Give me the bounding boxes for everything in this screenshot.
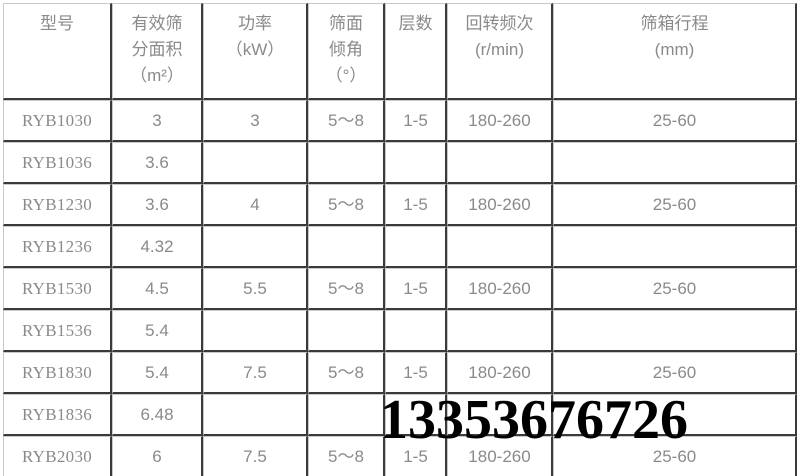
cell-power <box>203 142 308 184</box>
cell-layers: 1-5 <box>385 100 447 142</box>
cell-frequency: 180-260 <box>447 436 553 476</box>
cell-layers <box>385 226 447 268</box>
cell-layers: 1-5 <box>385 436 447 476</box>
specification-table: 型号 有效筛分面积 （m²） 功率 （kW） 筛面倾角 （°） 层数 回转频次 (r/min) 筛箱… <box>3 3 797 476</box>
cell-area: 5.4 <box>112 352 203 394</box>
column-header-stroke: 筛箱行程 (mm) <box>553 3 797 100</box>
column-header-line: 层数 <box>398 14 433 33</box>
cell-frequency: 180-260 <box>447 268 553 310</box>
cell-power: 4 <box>203 184 308 226</box>
cell-stroke <box>553 394 797 436</box>
column-header-area: 有效筛分面积 （m²） <box>112 3 203 100</box>
cell-model: RYB1530 <box>3 268 112 310</box>
cell-incline <box>308 226 385 268</box>
cell-layers: 1-5 <box>385 352 447 394</box>
cell-power <box>203 226 308 268</box>
cell-power: 7.5 <box>203 436 308 476</box>
table-row: RYB1036 3.6 <box>3 142 797 184</box>
cell-area: 6 <box>112 436 203 476</box>
cell-model: RYB1230 <box>3 184 112 226</box>
column-header-line: 型号 <box>40 14 74 33</box>
cell-stroke <box>553 226 797 268</box>
phone-number-watermark: 13353676726 <box>380 389 688 451</box>
column-header-line: 筛箱行程 <box>640 14 709 33</box>
cell-model: RYB1030 <box>3 100 112 142</box>
cell-model: RYB1836 <box>3 394 112 436</box>
column-header-line: 有效筛 <box>131 14 183 33</box>
column-header-line: 筛面 <box>329 14 363 33</box>
table-row: RYB2030 6 7.5 5～8 1-5 180-260 25-60 <box>3 436 797 476</box>
cell-power <box>203 310 308 352</box>
cell-model: RYB1536 <box>3 310 112 352</box>
cell-power: 7.5 <box>203 352 308 394</box>
cell-frequency <box>447 142 553 184</box>
cell-model: RYB1036 <box>3 142 112 184</box>
cell-area: 6.48 <box>112 394 203 436</box>
cell-area: 3 <box>112 100 203 142</box>
cell-incline <box>308 394 385 436</box>
column-header-power: 功率 （kW） <box>203 3 308 100</box>
table-row: RYB1836 6.48 <box>3 394 797 436</box>
cell-power <box>203 394 308 436</box>
cell-layers: 1-5 <box>385 184 447 226</box>
table-row: RYB1830 5.4 7.5 5～8 1-5 180-260 25-60 <box>3 352 797 394</box>
column-header-model: 型号 <box>3 3 112 100</box>
cell-stroke: 25-60 <box>553 184 797 226</box>
cell-frequency: 180-260 <box>447 352 553 394</box>
column-header-line: （°） <box>325 66 367 85</box>
cell-model: RYB2030 <box>3 436 112 476</box>
cell-stroke: 25-60 <box>553 268 797 310</box>
table-row: RYB1536 5.4 <box>3 310 797 352</box>
cell-area: 3.6 <box>112 142 203 184</box>
cell-frequency <box>447 310 553 352</box>
cell-incline: 5～8 <box>308 268 385 310</box>
cell-stroke: 25-60 <box>553 100 797 142</box>
cell-stroke: 25-60 <box>553 436 797 476</box>
table-row: RYB1530 4.5 5.5 5～8 1-5 180-260 25-60 <box>3 268 797 310</box>
column-header-line: 分面积 <box>131 40 183 59</box>
cell-layers <box>385 142 447 184</box>
cell-power: 3 <box>203 100 308 142</box>
column-header-line: (mm) <box>654 40 695 59</box>
column-header-line: （m²） <box>130 66 184 85</box>
table-header-row: 型号 有效筛分面积 （m²） 功率 （kW） 筛面倾角 （°） 层数 回转频次 (r/min) 筛箱… <box>3 3 797 100</box>
cell-area: 4.32 <box>112 226 203 268</box>
cell-area: 4.5 <box>112 268 203 310</box>
cell-power: 5.5 <box>203 268 308 310</box>
cell-model: RYB1236 <box>3 226 112 268</box>
column-header-line: 回转频次 <box>465 14 534 33</box>
cell-layers <box>385 310 447 352</box>
cell-stroke <box>553 310 797 352</box>
cell-incline: 5～8 <box>308 436 385 476</box>
cell-frequency: 180-260 <box>447 100 553 142</box>
table-row: RYB1230 3.6 4 5～8 1-5 180-260 25-60 <box>3 184 797 226</box>
cell-incline <box>308 142 385 184</box>
table-row: RYB1236 4.32 <box>3 226 797 268</box>
cell-frequency <box>447 394 553 436</box>
cell-stroke <box>553 142 797 184</box>
cell-frequency <box>447 226 553 268</box>
cell-layers <box>385 394 447 436</box>
column-header-line: 功率 <box>238 14 272 33</box>
column-header-frequency: 回转频次 (r/min) <box>447 3 553 100</box>
cell-area: 3.6 <box>112 184 203 226</box>
column-header-incline: 筛面倾角 （°） <box>308 3 385 100</box>
column-header-line: (r/min) <box>474 40 525 59</box>
cell-incline: 5～8 <box>308 184 385 226</box>
column-header-line: 倾角 <box>329 40 363 59</box>
cell-layers: 1-5 <box>385 268 447 310</box>
cell-model: RYB1830 <box>3 352 112 394</box>
table-row: RYB1030 3 3 5～8 1-5 180-260 25-60 <box>3 100 797 142</box>
cell-frequency: 180-260 <box>447 184 553 226</box>
cell-stroke: 25-60 <box>553 352 797 394</box>
cell-area: 5.4 <box>112 310 203 352</box>
cell-incline: 5～8 <box>308 352 385 394</box>
cell-incline <box>308 310 385 352</box>
column-header-layers: 层数 <box>385 3 447 100</box>
column-header-line: （kW） <box>225 40 285 59</box>
cell-incline: 5～8 <box>308 100 385 142</box>
